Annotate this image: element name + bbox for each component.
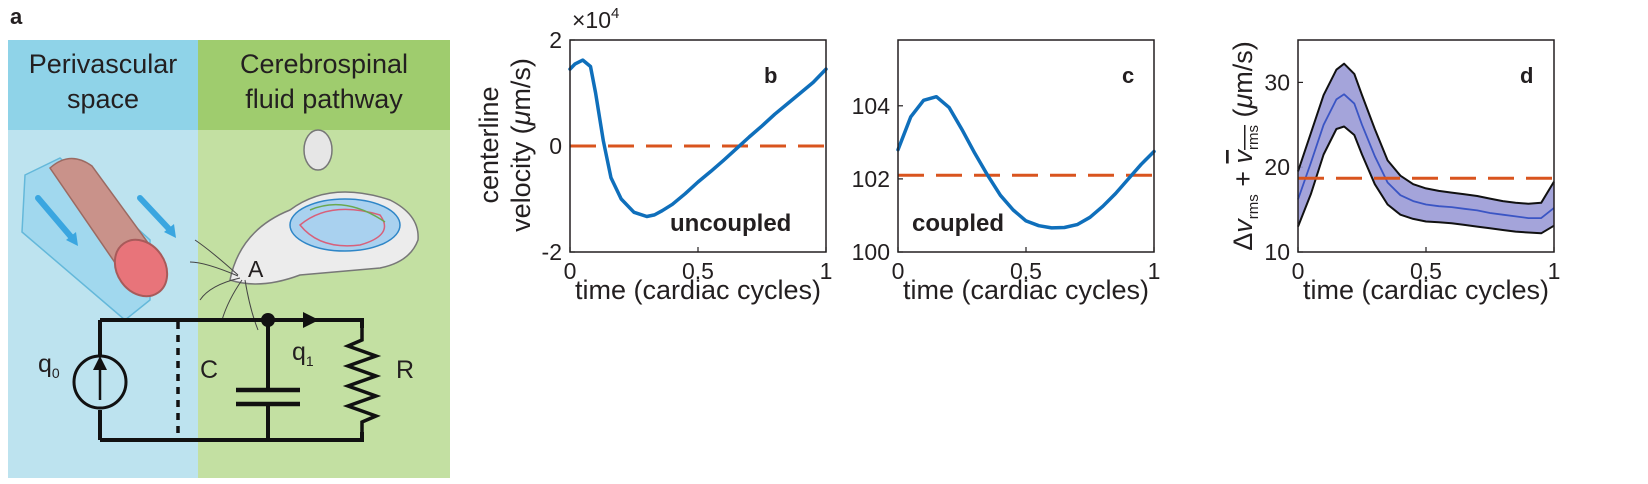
flow-arrow-icon	[137, 195, 173, 233]
capacitor-label: C	[200, 356, 218, 384]
y-tick-label: 10	[1264, 239, 1290, 265]
panel-b-chart: 0 0.5 1-202 b uncoupled ×104 time (cardiac…	[474, 5, 832, 305]
panel-b-series	[568, 58, 828, 219]
panel-b-annotation: uncoupled	[670, 210, 791, 237]
resistor-symbol	[342, 328, 382, 432]
x-tick-label: 0	[892, 258, 905, 284]
perivascular-header-bg	[8, 40, 198, 130]
perivascular-header-line2: space	[67, 84, 139, 114]
panel-d-letter: d	[1520, 63, 1533, 88]
x-tick-label: 1	[1548, 258, 1561, 284]
panel-b-multiplier: ×104	[572, 5, 619, 33]
node-a-label: A	[248, 256, 264, 282]
x-tick-label: 0.5	[1010, 258, 1042, 284]
confidence-band	[1298, 63, 1554, 234]
panel-d-axes-box	[1297, 39, 1555, 253]
x-tick-label: 0.5	[682, 258, 714, 284]
q0-label: q0	[38, 350, 60, 381]
perivascular-header-line1: Perivascular	[29, 49, 178, 79]
csf-header-line1: Cerebrospinal	[240, 49, 408, 79]
x-tick-label: 0	[564, 258, 577, 284]
y-tick-label: -2	[542, 239, 562, 265]
panel-d-series	[1297, 62, 1555, 235]
panel-b-ylabel-line1: centerline	[474, 86, 504, 203]
x-tick-label: 1	[1148, 258, 1161, 284]
csf-header-line2: fluid pathway	[245, 84, 403, 114]
panel-c-xlabel: time (cardiac cycles)	[903, 275, 1149, 305]
velocity-curve	[896, 94, 1156, 230]
lower-bound-line	[1297, 125, 1555, 235]
y-tick-label: 102	[852, 166, 890, 192]
panel-a-letter: a	[10, 4, 23, 29]
panel-b-ylabel-line2: velocity (μm/s)	[506, 58, 536, 232]
flow-direction-arrow-icon	[303, 312, 319, 328]
panel-b-letter: b	[764, 63, 777, 88]
panel-c-letter: c	[1122, 63, 1134, 88]
y-tick-label: 104	[852, 93, 891, 119]
panel-c-chart: 0 0.5 1 100 102 104 c coupled time (cardiac c…	[852, 39, 1161, 305]
panel-c-series	[896, 94, 1156, 230]
current-arrow-icon	[93, 356, 107, 370]
mean-line	[1297, 93, 1555, 219]
velocity-curve	[568, 58, 828, 219]
resistor-label: R	[396, 356, 414, 384]
x-tick-label: 0.5	[1410, 258, 1442, 284]
csf-body-bg	[198, 130, 450, 478]
csf-header-bg	[198, 40, 450, 130]
y-tick-label: 20	[1264, 154, 1290, 180]
x-tick-label: 1	[820, 258, 833, 284]
panel-b-xlabel: time (cardiac cycles)	[575, 275, 821, 305]
upper-bound-line	[1297, 62, 1555, 205]
y-tick-label: 100	[852, 239, 890, 265]
panel-a: a Perivascular space Cerebrospinal fluid…	[8, 4, 450, 478]
panel-d-chart: 0 0.5 1 10 20 30 d time (cardiac cycles) Δvrm…	[1228, 39, 1560, 305]
panel-d-xlabel: time (cardiac cycles)	[1303, 275, 1549, 305]
panel-b-ticks: 0 0.5 1-202	[542, 27, 833, 284]
node-a-dot	[261, 313, 275, 327]
vessel-illustration	[21, 157, 176, 321]
panel-c-ticks: 0 0.5 1 100 102 104	[852, 93, 1161, 284]
panel-d-ticks: 0 0.5 1 10 20 30	[1264, 69, 1560, 284]
y-tick-label: 30	[1264, 69, 1290, 95]
panel-c-axes-box	[897, 39, 1155, 253]
x-tick-label: 0	[1292, 258, 1305, 284]
panel-c-annotation: coupled	[912, 210, 1004, 237]
flow-arrow-icon	[35, 195, 75, 241]
panel-b-axes-box	[569, 39, 827, 253]
y-tick-label: 2	[549, 27, 562, 53]
mouse-brain-illustration	[189, 129, 419, 331]
panel-d-ylabel: Δvrms + vrms (μm/s)	[1228, 41, 1262, 251]
q1-label: q1	[292, 338, 314, 369]
y-tick-label: 0	[549, 133, 562, 159]
